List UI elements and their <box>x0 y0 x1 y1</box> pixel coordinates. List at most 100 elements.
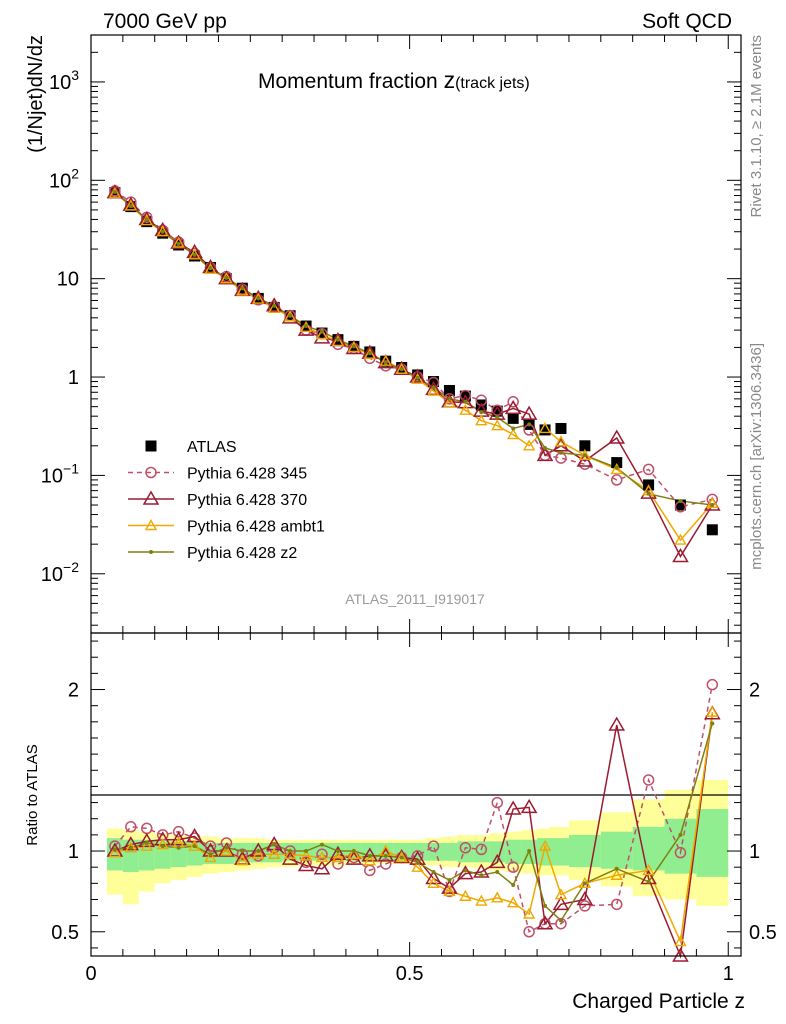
ratio-point <box>176 845 181 850</box>
data-point <box>539 424 551 436</box>
data-point <box>507 396 519 408</box>
y-tick-label: 10−2 <box>41 559 79 586</box>
ratio-point <box>160 844 165 849</box>
main-markers <box>106 184 721 563</box>
x-tick-label: 1 <box>723 963 734 985</box>
data-point <box>299 320 313 333</box>
ratio-point <box>495 870 500 875</box>
data-point <box>128 203 133 208</box>
ratio-point <box>218 842 235 857</box>
ratio-point <box>256 849 261 854</box>
ratio-point <box>268 847 281 859</box>
ratio-markers <box>106 678 721 962</box>
data-point <box>507 412 519 424</box>
band-inner <box>441 842 458 861</box>
ratio-point <box>642 863 655 876</box>
ratio-point <box>249 842 267 857</box>
ratio-point <box>554 888 568 900</box>
data-point <box>527 422 532 427</box>
data-point <box>188 248 201 260</box>
ratio-point <box>288 849 293 854</box>
legend-label: ATLAS <box>187 439 237 456</box>
ratio-point <box>125 821 137 833</box>
ratio-uncertainty-bands <box>106 779 729 906</box>
ratio-point <box>236 854 249 866</box>
title-variable: z <box>444 67 456 93</box>
data-point <box>642 463 655 476</box>
ratio-point <box>415 860 420 865</box>
ratio-point <box>331 851 345 863</box>
ratio-panel: 0.5 0.51 12 2 0 0.5 1 Ratio to ATLAS Charged … <box>24 632 777 1013</box>
ratio-point <box>646 879 651 884</box>
data-point <box>315 328 329 340</box>
ratio-point <box>582 881 587 886</box>
ratio-point <box>459 842 472 854</box>
data-point <box>220 272 233 284</box>
ratio-point <box>144 840 149 845</box>
legend-entry: Pythia 6.428 370 <box>128 490 307 509</box>
series-line <box>114 191 713 506</box>
ratio-point <box>552 895 570 911</box>
ratio-point <box>558 918 563 923</box>
data-point <box>457 394 474 409</box>
band-inner <box>696 809 729 877</box>
ratio-point <box>427 840 440 852</box>
legend-marker <box>145 440 157 452</box>
ratio-point <box>642 774 655 786</box>
ratio-point <box>522 907 536 919</box>
data-point <box>427 384 440 396</box>
ratio-point <box>272 842 277 847</box>
data-point <box>706 496 719 509</box>
data-point <box>479 410 484 415</box>
ratio-point <box>297 857 315 872</box>
ratio-point <box>674 935 687 947</box>
data-point <box>674 533 687 545</box>
data-point <box>172 236 185 248</box>
ratio-point <box>706 678 719 691</box>
ratio-point <box>316 848 328 861</box>
ratio-point <box>284 845 296 857</box>
main-y-tick-labels: 10−2 10−1 1 10 102 103 <box>41 67 79 586</box>
data-point <box>491 419 504 431</box>
data-point <box>272 303 277 308</box>
legend-entry: Pythia 6.428 ambt1 <box>128 519 325 536</box>
data-point <box>124 199 138 211</box>
ratio-point <box>156 838 169 850</box>
ratio-point <box>351 849 356 854</box>
data-point <box>576 452 594 467</box>
x-tick-labels: 0 0.5 1 <box>85 963 733 985</box>
legend-label: Pythia 6.428 ambt1 <box>187 519 325 536</box>
ratio-y-tick-label-right: 0.5 <box>749 922 777 944</box>
ratio-ticks <box>90 633 741 956</box>
data-point <box>144 217 149 222</box>
data-point <box>288 313 293 318</box>
ratio-point <box>188 839 201 851</box>
data-point <box>347 340 361 353</box>
ratio-point <box>488 853 506 869</box>
ratio-point <box>347 847 361 859</box>
ratio-point <box>124 841 138 853</box>
data-point <box>431 385 436 390</box>
data-point <box>554 435 568 447</box>
ratio-point <box>706 705 719 717</box>
data-point <box>646 491 651 496</box>
data-point <box>176 242 181 247</box>
legend: ATLAS Pythia 6.428 345 Pythia 6.428 370 Pyt… <box>128 439 325 562</box>
data-point <box>443 396 456 408</box>
y-tick-label: 102 <box>49 165 79 192</box>
data-point <box>399 367 404 372</box>
data-point <box>411 372 424 384</box>
band-inner <box>457 841 474 863</box>
ratio-point <box>672 947 689 962</box>
ratio-point <box>427 876 440 889</box>
legend-entry: Pythia 6.428 345 <box>128 466 307 483</box>
data-point <box>611 457 623 469</box>
data-point <box>393 360 410 376</box>
ratio-line <box>114 723 714 922</box>
ratio-point <box>411 860 424 872</box>
data-point <box>678 498 683 503</box>
data-point <box>192 252 197 257</box>
data-point <box>283 310 297 322</box>
ratio-point <box>504 800 522 815</box>
data-point <box>491 404 503 416</box>
